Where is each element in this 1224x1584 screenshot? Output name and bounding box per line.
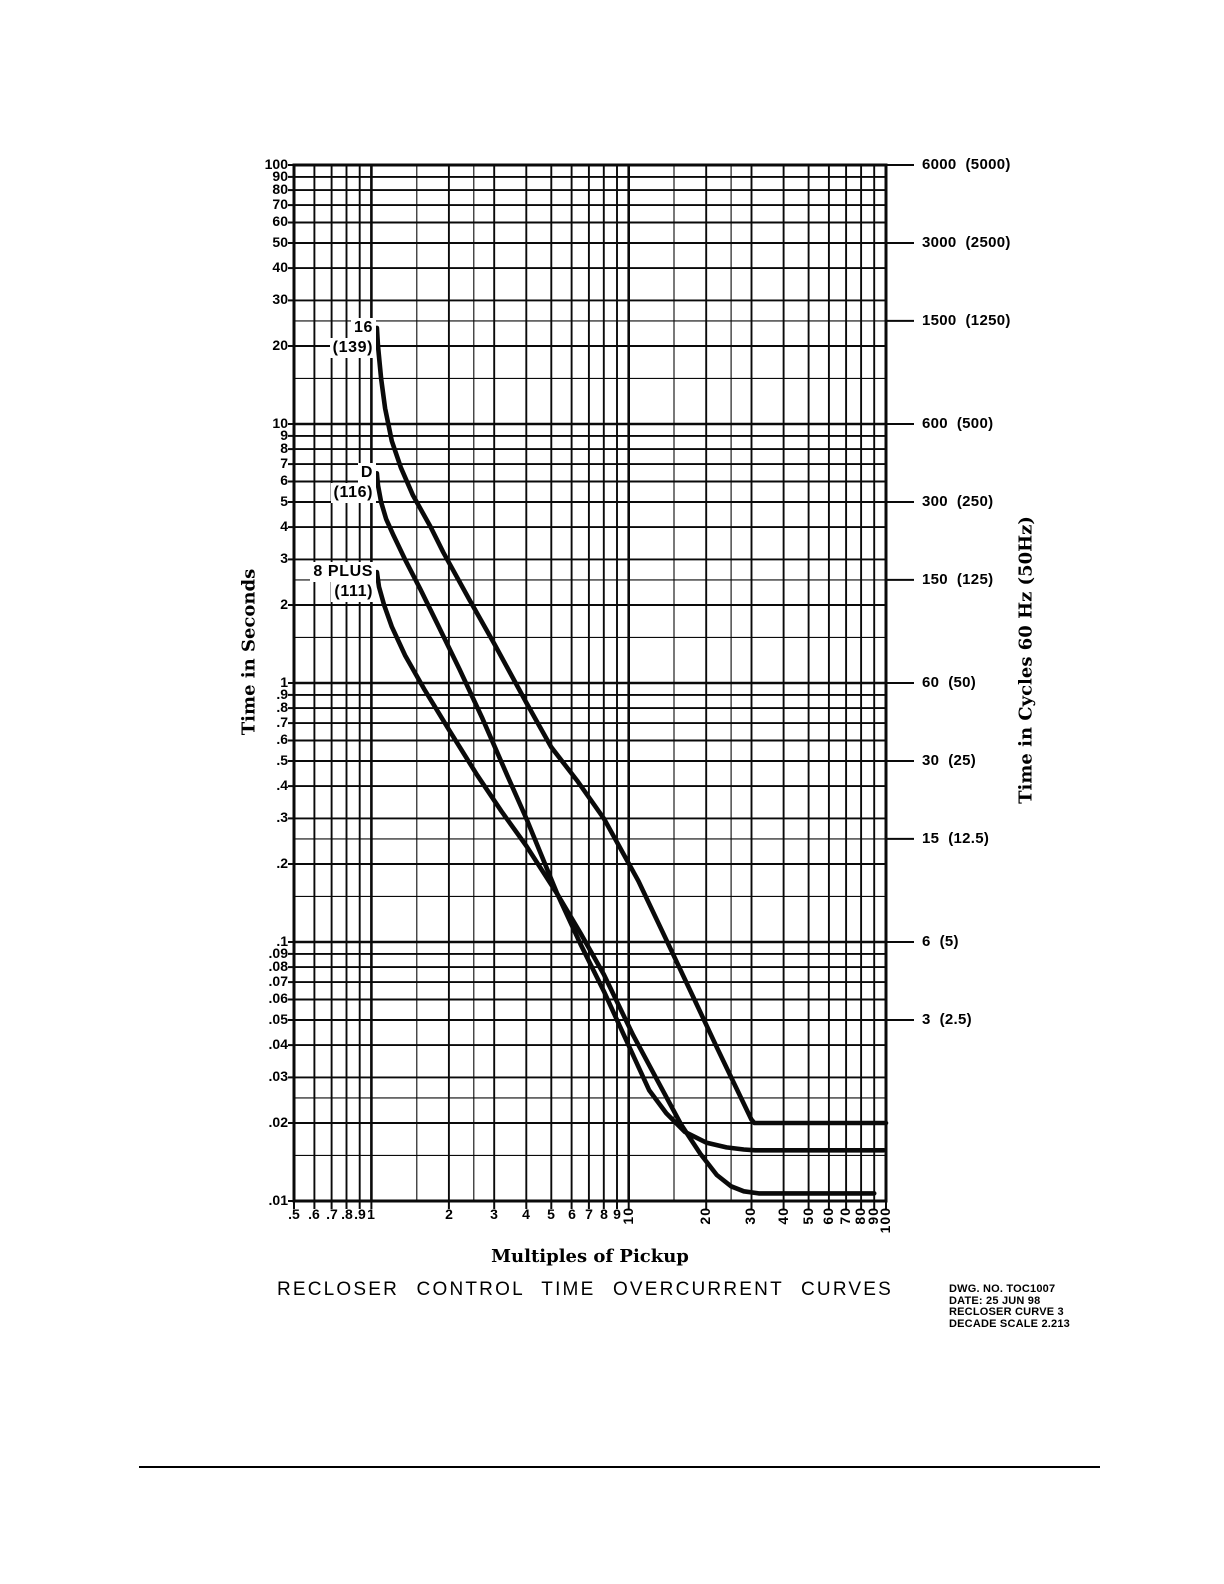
curve-label-d: D (116): [330, 463, 376, 503]
x-tick-label: .6: [308, 1206, 320, 1222]
x-tick-label: .9: [354, 1206, 366, 1222]
x-axis-title: Multiples of Pickup: [491, 1246, 689, 1267]
cycles-tick-label: 1500 (1250): [922, 312, 1011, 329]
y-tick-label: .03: [268, 1068, 288, 1084]
y-tick-label: 70: [272, 196, 288, 212]
y-tick-label: 20: [272, 337, 288, 353]
drawing-info-block: DWG. NO. TOC1007 DATE: 25 JUN 98 RECLOSE…: [949, 1283, 1070, 1330]
drawing-decade-scale: DECADE SCALE 2.213: [949, 1317, 1070, 1330]
cycles-tick-label: 6000 (5000): [922, 156, 1011, 173]
x-tick-label: 6: [568, 1206, 576, 1222]
drawing-number: DWG. NO. TOC1007: [949, 1283, 1056, 1295]
cycles-tick-label: 3000 (2500): [922, 234, 1011, 251]
y-tick-label: .6: [276, 731, 288, 747]
curve-label-8-plus: 8 PLUS (111): [310, 562, 376, 602]
y-tick-label: 10: [272, 415, 288, 431]
x-tick-label: 7: [585, 1206, 593, 1222]
x-tick-label: 4: [522, 1206, 530, 1222]
x-tick-label: 60: [820, 1207, 836, 1225]
x-tick-label: 100: [877, 1207, 893, 1234]
footer-rule: [139, 1466, 1100, 1468]
y-tick-label: 90: [272, 168, 288, 184]
x-tick-label: .7: [326, 1206, 338, 1222]
y-tick-label: .2: [276, 855, 288, 871]
y-tick-label: 2: [280, 596, 288, 612]
x-tick-label: 5: [547, 1206, 555, 1222]
curve-label-16: 16 (139): [329, 318, 376, 358]
y-tick-label: .02: [268, 1114, 288, 1130]
y-tick-label: 9: [280, 427, 288, 443]
cycles-tick-label: 150 (125): [922, 571, 994, 588]
x-tick-label: 10: [620, 1207, 636, 1225]
x-tick-label: 8: [600, 1206, 608, 1222]
y-tick-label: .01: [268, 1192, 288, 1208]
curve-d: [374, 470, 887, 1153]
drawing-curve-id: RECLOSER CURVE 3: [949, 1306, 1064, 1318]
y-tick-label: 100: [264, 156, 288, 172]
x-tick-label: 2: [445, 1206, 453, 1222]
y-tick-label: .08: [268, 958, 288, 974]
y-tick-label: .8: [276, 699, 288, 715]
y-tick-label: .06: [268, 990, 288, 1006]
y-axis-title-right: Time in Cycles 60 Hz (50Hz): [1015, 516, 1037, 804]
y-tick-label: .05: [268, 1011, 288, 1027]
y-tick-label: 40: [272, 259, 288, 275]
y-tick-label: .5: [276, 752, 288, 768]
y-tick-label: .1: [276, 933, 288, 949]
curve-16: [374, 325, 889, 1126]
x-tick-label: 40: [775, 1207, 791, 1225]
y-tick-label: .9: [276, 686, 288, 702]
curve-8-plus: [374, 569, 877, 1196]
y-tick-label: .3: [276, 809, 288, 825]
y-tick-label: 3: [280, 550, 288, 566]
x-tick-label: 50: [800, 1207, 816, 1225]
cycles-tick-label: 6 (5): [922, 933, 959, 950]
cycles-tick-label: 300 (250): [922, 493, 994, 510]
y-tick-label: 30: [272, 291, 288, 307]
y-tick-label: .07: [268, 973, 288, 989]
y-tick-label: .4: [276, 777, 288, 793]
x-tick-label: .5: [288, 1206, 300, 1222]
y-tick-label: 50: [272, 234, 288, 250]
y-tick-label: 1: [280, 674, 288, 690]
x-tick-label: 9: [613, 1206, 621, 1222]
cycles-tick-label: 600 (500): [922, 415, 994, 432]
cycles-tick-label: 30 (25): [922, 752, 977, 769]
y-tick-label: .04: [268, 1036, 288, 1052]
x-tick-label: 70: [837, 1207, 853, 1225]
drawing-date: DATE: 25 JUN 98: [949, 1294, 1041, 1307]
y-tick-label: .7: [276, 714, 288, 730]
y-tick-label: 8: [280, 440, 288, 456]
y-tick-label: 60: [272, 213, 288, 229]
y-tick-label: 7: [280, 455, 288, 471]
x-tick-label: 30: [742, 1207, 758, 1225]
x-tick-label: 3: [490, 1206, 498, 1222]
y-axis-title-left: Time in Seconds: [238, 568, 260, 736]
y-tick-label: 80: [272, 181, 288, 197]
chart-title: RECLOSER CONTROL TIME OVERCURRENT CURVES: [276, 1279, 894, 1300]
y-tick-label: 5: [280, 493, 288, 509]
x-tick-label: 20: [697, 1207, 713, 1225]
y-tick-label: .09: [268, 945, 288, 961]
y-tick-label: 4: [280, 518, 288, 534]
cycles-tick-label: 60 (50): [922, 674, 977, 691]
cycles-tick-label: 15 (12.5): [922, 830, 990, 847]
x-tick-label: .8: [341, 1206, 353, 1222]
y-tick-label: 6: [280, 472, 288, 488]
x-tick-label: 1: [367, 1206, 375, 1222]
cycles-tick-label: 3 (2.5): [922, 1011, 972, 1028]
